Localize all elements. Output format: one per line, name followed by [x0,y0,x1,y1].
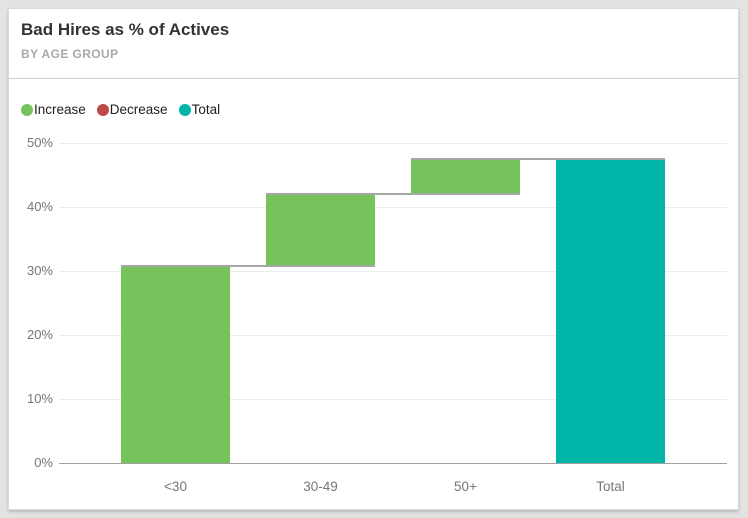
legend-total-dot-icon [178,103,191,116]
waterfall-connector [121,264,375,267]
legend: Increase Decrease Total [21,102,231,117]
x-axis-tick-label: 30-49 [303,479,338,494]
title-divider [9,78,738,79]
waterfall-bar--30[interactable] [121,264,230,463]
plot-area: <30 30-49 50+ Total [59,137,727,494]
waterfall-connector [411,158,665,161]
legend-item-decrease[interactable]: Decrease [96,102,168,117]
y-axis-tick-label: 10% [26,391,53,407]
legend-decrease-dot-icon [96,103,109,116]
legend-item-label: Decrease [109,102,168,117]
gridline [59,207,727,209]
legend-item-label: Increase [34,102,86,117]
y-axis-tick-label: 50% [26,135,53,151]
gridline [59,271,727,273]
x-axis-line [59,463,727,464]
waterfall-connector [266,192,520,195]
waterfall-bar-total[interactable] [556,158,665,463]
x-axis-tick-label: Total [596,479,625,494]
chart-title: Bad Hires as % of Actives [21,20,230,39]
legend-item-increase[interactable]: Increase [21,102,86,117]
chart-subtitle: BY AGE GROUP [21,47,119,61]
gridline [59,335,727,337]
x-axis-tick-label: <30 [164,479,187,494]
y-axis-tick-label: 40% [26,199,53,215]
visual-card: Bad Hires as % of Actives BY AGE GROUP I… [8,8,739,510]
legend-item-total[interactable]: Total [178,102,221,117]
gridline [59,143,727,145]
x-axis-tick-label: 50+ [454,479,477,494]
y-axis-tick-label: 30% [26,263,53,279]
waterfall-bar-30-49[interactable] [266,192,375,265]
gridline [59,399,727,401]
waterfall-bar-50-[interactable] [411,158,520,193]
y-axis-tick-label: 20% [26,327,53,343]
legend-increase-dot-icon [21,103,33,116]
y-axis-tick-label: 0% [34,455,53,470]
legend-item-label: Total [191,102,221,117]
